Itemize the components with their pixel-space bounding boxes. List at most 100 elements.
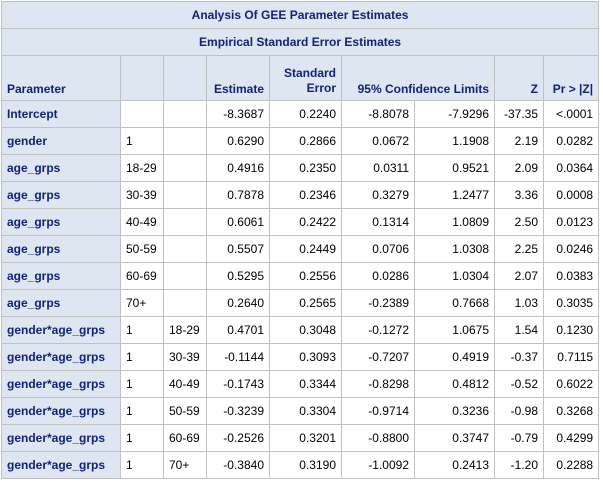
value-cell: -7.9296 xyxy=(414,100,495,128)
value-cell: -0.1272 xyxy=(341,316,415,344)
title-row: Analysis Of GEE Parameter Estimates xyxy=(0,1,600,29)
value-cell: 0.7878 xyxy=(206,181,270,209)
value-cell: 0.0672 xyxy=(341,127,415,155)
value-cell: 2.19 xyxy=(494,127,544,155)
subtitle-row: Empirical Standard Error Estimates xyxy=(0,28,600,56)
data-row: age_grps 18-29 0.4916 0.2350 0.0311 0.9521 2.0… xyxy=(1,154,600,182)
empty-cell xyxy=(163,181,207,209)
value-cell: 1.0304 xyxy=(414,262,495,290)
value-cell: 0.2565 xyxy=(269,289,342,317)
value-cell: 1.0675 xyxy=(414,316,495,344)
value-cell: -1.20 xyxy=(494,451,544,479)
value-cell: 3.36 xyxy=(494,181,544,209)
data-row: gender*age_grps 1 30-39 -0.1144 0.3093 -0.720… xyxy=(1,343,600,371)
value-cell: 0.3201 xyxy=(269,424,342,452)
value-cell: 0.0282 xyxy=(542,127,600,155)
level-cell: 18-29 xyxy=(163,316,207,344)
row-header: gender xyxy=(1,127,121,155)
level-cell: 50-59 xyxy=(120,235,164,263)
value-cell: 0.7115 xyxy=(542,343,600,371)
row-header: gender*age_grps xyxy=(1,424,121,452)
value-cell: 0.2640 xyxy=(206,289,270,317)
column-header: Standard Error xyxy=(269,55,342,101)
data-row: gender*age_grps 1 60-69 -0.2526 0.3201 -0.880… xyxy=(1,424,600,452)
data-row: gender*age_grps 1 18-29 0.4701 0.3048 -0.1272… xyxy=(1,316,600,344)
empty-cell xyxy=(120,100,164,128)
value-cell: 0.5507 xyxy=(206,235,270,263)
table-title: Analysis Of GEE Parameter Estimates xyxy=(0,1,600,29)
data-row: gender*age_grps 1 40-49 -0.1743 0.3344 -0.829… xyxy=(1,370,600,398)
level-cell: 70+ xyxy=(120,289,164,317)
level-cell: 1 xyxy=(120,397,164,425)
value-cell: 0.2240 xyxy=(269,100,342,128)
data-row: age_grps 70+ 0.2640 0.2565 -0.2389 0.7668 1.03… xyxy=(1,289,600,317)
data-row: Intercept -8.3687 0.2240 -8.8078 -7.9296 -37.… xyxy=(1,100,600,128)
value-cell: 0.4916 xyxy=(206,154,270,182)
value-cell: 1.0308 xyxy=(414,235,495,263)
row-header: age_grps xyxy=(1,289,121,317)
data-row: gender*age_grps 1 50-59 -0.3239 0.3304 -0.971… xyxy=(1,397,600,425)
empty-cell xyxy=(163,289,207,317)
value-cell: 0.6290 xyxy=(206,127,270,155)
value-cell: 0.4919 xyxy=(414,343,495,371)
level-cell: 50-59 xyxy=(163,397,207,425)
row-header: Intercept xyxy=(1,100,121,128)
value-cell: 0.2866 xyxy=(269,127,342,155)
value-cell: -0.7207 xyxy=(341,343,415,371)
value-cell: -0.3239 xyxy=(206,397,270,425)
value-cell: -0.2526 xyxy=(206,424,270,452)
level-cell: 1 xyxy=(120,343,164,371)
data-row: gender 1 0.6290 0.2866 0.0672 1.1908 2.19 0.028… xyxy=(1,127,600,155)
value-cell: 0.3093 xyxy=(269,343,342,371)
column-header-blank xyxy=(120,55,164,101)
level-cell: 1 xyxy=(120,370,164,398)
value-cell: -1.0092 xyxy=(341,451,415,479)
value-cell: -0.8800 xyxy=(341,424,415,452)
level-cell: 30-39 xyxy=(163,343,207,371)
value-cell: 0.2350 xyxy=(269,154,342,182)
data-row: age_grps 40-49 0.6061 0.2422 0.1314 1.0809 2.5… xyxy=(1,208,600,236)
value-cell: 0.1314 xyxy=(341,208,415,236)
value-cell: 0.2556 xyxy=(269,262,342,290)
value-cell: 1.03 xyxy=(494,289,544,317)
value-cell: 0.3035 xyxy=(542,289,600,317)
row-header: gender*age_grps xyxy=(1,397,121,425)
value-cell: 0.9521 xyxy=(414,154,495,182)
value-cell: 0.0706 xyxy=(341,235,415,263)
empty-cell xyxy=(163,235,207,263)
column-header-blank xyxy=(163,55,207,101)
value-cell: 0.6061 xyxy=(206,208,270,236)
table-body: Intercept -8.3687 0.2240 -8.8078 -7.9296 -37.… xyxy=(1,100,600,479)
value-cell: 0.3048 xyxy=(269,316,342,344)
value-cell: 0.2449 xyxy=(269,235,342,263)
column-header: 95% Confidence Limits xyxy=(341,55,495,101)
row-header: gender*age_grps xyxy=(1,370,121,398)
value-cell: 0.2413 xyxy=(414,451,495,479)
value-cell: 0.7668 xyxy=(414,289,495,317)
level-cell: 60-69 xyxy=(163,424,207,452)
value-cell: 0.0008 xyxy=(542,181,600,209)
value-cell: 0.0246 xyxy=(542,235,600,263)
level-cell: 30-39 xyxy=(120,181,164,209)
level-cell: 70+ xyxy=(163,451,207,479)
value-cell: -0.37 xyxy=(494,343,544,371)
value-cell: 0.0123 xyxy=(542,208,600,236)
value-cell: 0.0364 xyxy=(542,154,600,182)
value-cell: 0.4812 xyxy=(414,370,495,398)
value-cell: 1.2477 xyxy=(414,181,495,209)
level-cell: 1 xyxy=(120,424,164,452)
value-cell: -0.98 xyxy=(494,397,544,425)
value-cell: 2.07 xyxy=(494,262,544,290)
data-row: age_grps 30-39 0.7878 0.2346 0.3279 1.2477 3.3… xyxy=(1,181,600,209)
value-cell: 1.54 xyxy=(494,316,544,344)
value-cell: 0.6022 xyxy=(542,370,600,398)
value-cell: 0.5295 xyxy=(206,262,270,290)
value-cell: -8.3687 xyxy=(206,100,270,128)
row-header: age_grps xyxy=(1,181,121,209)
row-header: age_grps xyxy=(1,154,121,182)
empty-cell xyxy=(163,154,207,182)
value-cell: 0.0383 xyxy=(542,262,600,290)
data-row: age_grps 50-59 0.5507 0.2449 0.0706 1.0308 2.2… xyxy=(1,235,600,263)
